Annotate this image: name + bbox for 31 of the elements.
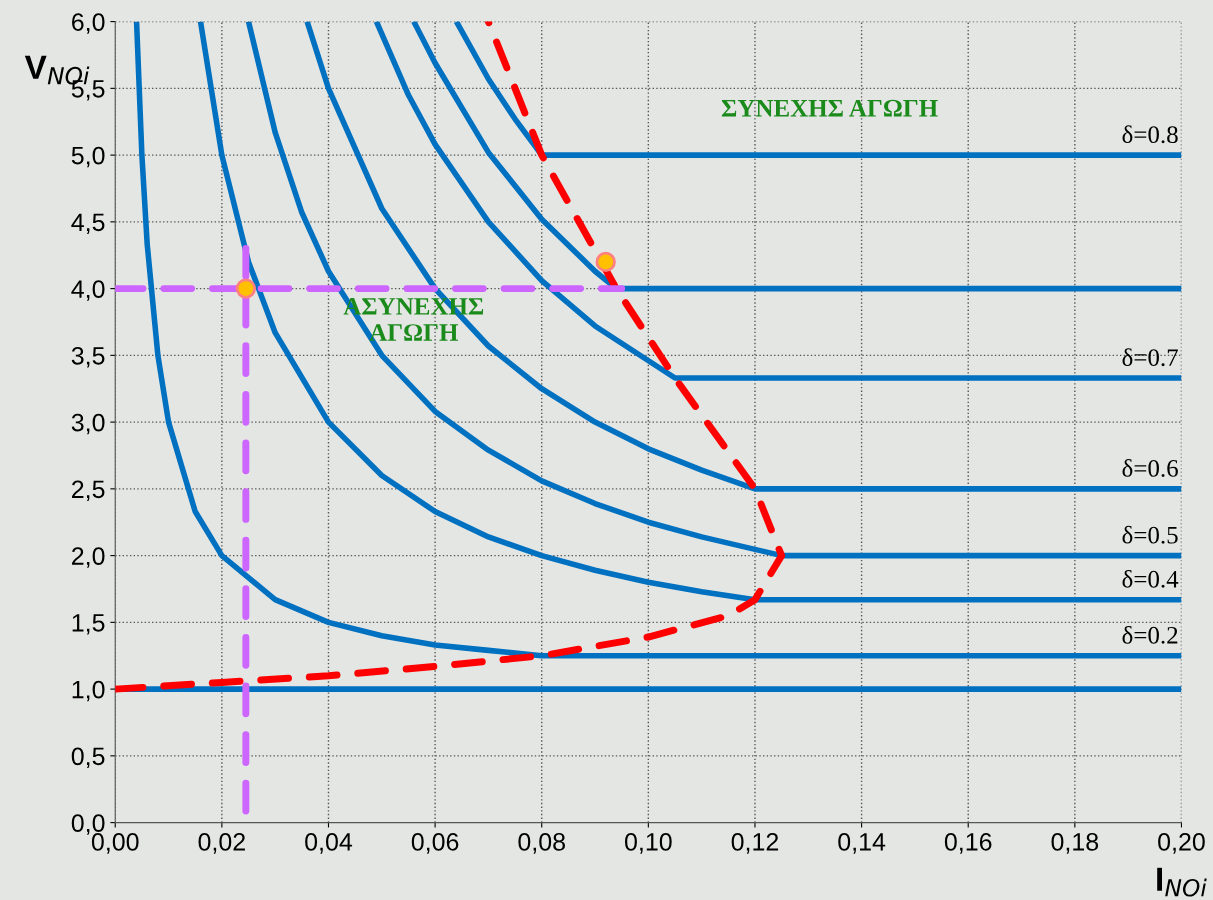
x-axis-title: I$_{NOi}$	[1157, 867, 1207, 897]
y-tick-label: 1,0	[72, 680, 105, 702]
y-tick-label: 4,0	[71, 280, 105, 301]
y-tick-label: 0,0	[71, 814, 105, 835]
y-tick-label: 0,5	[71, 747, 105, 769]
x-tick-label: 0,06	[411, 832, 459, 854]
series-label: δ=0.5	[1122, 525, 1178, 544]
x-tick-label: 0,14	[838, 832, 886, 854]
annotation: ΣΥΝΕΧΗΣ ΑΓΩΓΗ	[721, 99, 938, 117]
x-tick-label: 0,00	[91, 832, 139, 854]
x-tick-label: 0,12	[731, 832, 779, 854]
series-label: δ=0.4	[1122, 569, 1179, 588]
y-tick-label: 3,5	[71, 346, 105, 368]
y-tick-label: 2,0	[72, 547, 105, 568]
series-label: δ=0.2	[1122, 625, 1178, 644]
series-label: δ=0.8	[1122, 125, 1178, 144]
y-tick-label: 5,0	[71, 146, 105, 168]
y-tick-label: 4,5	[71, 213, 105, 235]
x-tick-label: 0,08	[518, 832, 565, 854]
x-tick-label: 0,16	[944, 832, 992, 854]
series-label: δ=0.7	[1122, 348, 1178, 367]
y-tick-label: 3,0	[71, 413, 105, 435]
x-tick-label: 0,04	[305, 832, 353, 854]
y-tick-label: 1,5	[72, 614, 105, 635]
y-tick-label: 2,5	[72, 480, 105, 502]
x-tick-label: 0,02	[198, 832, 245, 854]
series-label: δ=0.6	[1122, 459, 1178, 477]
y-tick-label: 6,0	[72, 13, 105, 34]
x-tick-label: 0,18	[1051, 832, 1099, 854]
x-tick-label: 0,20	[1158, 832, 1205, 854]
x-tick-label: 0,10	[625, 832, 672, 854]
